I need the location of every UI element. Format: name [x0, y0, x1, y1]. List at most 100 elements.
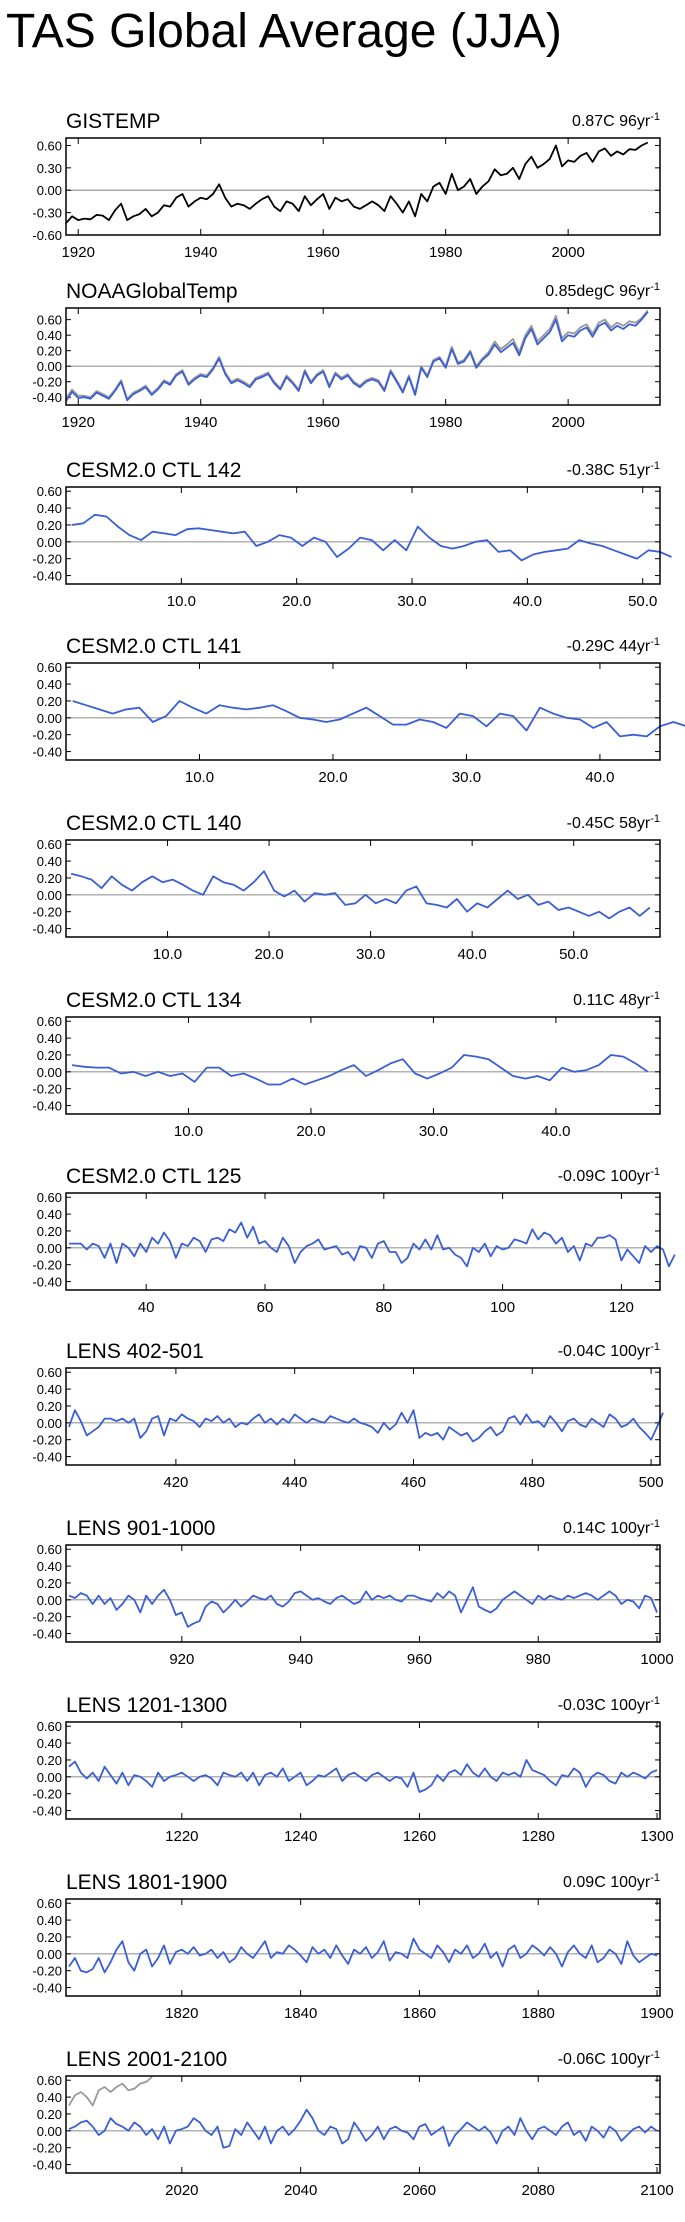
panel-title: CESM2.0 CTL 125 [66, 1165, 241, 1188]
y-tick-label: 0.20 [37, 1753, 62, 1768]
y-tick-label: 0.60 [37, 837, 62, 852]
y-tick-label: 0.20 [37, 1399, 62, 1414]
x-tick-label: 1000 [640, 1651, 673, 1668]
y-tick-label: 0.60 [37, 484, 62, 499]
trend-label: -0.06C 100yr-1 [558, 2049, 660, 2068]
plot-frame [65, 2075, 661, 2174]
x-tick-label: 1900 [640, 2005, 673, 2022]
panel-11: LENS 2001-2100 -0.06C 100yr-1 0.60 0.40 0.20… [32, 2048, 673, 2199]
panel-title: LENS 901-1000 [66, 1517, 215, 1540]
panel-9: LENS 1201-1300 -0.03C 100yr-1 0.60 0.40 0.20… [32, 1694, 673, 1845]
y-tick-label: -0.40 [32, 569, 62, 584]
series-line-0 [71, 1054, 649, 1086]
panel-title: LENS 1801-1900 [66, 1871, 227, 1894]
x-tick-label: 20.0 [254, 946, 283, 963]
y-tick-label: -0.40 [32, 922, 62, 937]
x-tick-label: 30.0 [452, 769, 481, 786]
panel-title: LENS 402-501 [66, 1340, 204, 1363]
x-tick-label: 2060 [403, 2182, 436, 2199]
y-tick-label: -0.20 [32, 375, 62, 390]
x-tick-label: 2000 [551, 414, 584, 431]
y-tick-label: -0.40 [32, 1099, 62, 1114]
trend-superscript: -1 [650, 460, 660, 472]
plot-frame [65, 1544, 661, 1643]
x-tick-label: 120 [609, 1299, 634, 1316]
x-tick-label: 60 [257, 1299, 274, 1316]
y-tick-label: -0.20 [32, 1610, 62, 1625]
plot-frame [65, 839, 661, 938]
x-tick-label: 1960 [307, 414, 340, 431]
plot-frame [65, 486, 661, 585]
plot-frame [65, 137, 661, 236]
y-tick-label: 0.20 [37, 871, 62, 886]
y-tick-label: -0.20 [32, 552, 62, 567]
x-tick-label: 920 [169, 1651, 194, 1668]
x-tick-label: 1920 [62, 244, 95, 261]
y-tick-label: 0.00 [37, 1593, 62, 1608]
page-title: TAS Global Average (JJA) [6, 5, 562, 58]
x-tick-label: 940 [288, 1651, 313, 1668]
x-tick-label: 1280 [522, 1828, 555, 1845]
x-tick-label: 1920 [62, 414, 95, 431]
trend-text: 0.11C 48yr [573, 992, 651, 1009]
trend-text: -0.06C 100yr [558, 2051, 651, 2068]
y-tick-label: 0.40 [37, 2090, 62, 2105]
panel-3: CESM2.0 CTL 141 -0.29C 44yr-1 0.60 0.40 0.20… [32, 635, 685, 786]
y-tick-label: 0.40 [37, 1207, 62, 1222]
y-tick-label: -0.40 [32, 390, 62, 405]
x-tick-label: 1880 [522, 2005, 555, 2022]
series-line-1 [65, 311, 649, 402]
x-tick-label: 40.0 [513, 593, 542, 610]
trend-superscript: -1 [650, 813, 660, 825]
y-tick-label: -0.40 [32, 2158, 62, 2173]
trend-text: 0.85degC 96yr [545, 283, 651, 300]
x-tick-label: 2100 [640, 2182, 673, 2199]
trend-label: -0.03C 100yr-1 [558, 1695, 660, 1714]
x-tick-label: 100 [490, 1299, 515, 1316]
y-tick-label: -0.60 [32, 228, 62, 243]
trend-label: -0.38C 51yr-1 [567, 460, 660, 479]
x-tick-label: 30.0 [397, 593, 426, 610]
y-tick-label: 0.00 [37, 535, 62, 550]
y-tick-label: -0.40 [32, 745, 62, 760]
y-tick-label: 0.40 [37, 328, 62, 343]
panel-title: NOAAGlobalTemp [66, 280, 238, 303]
y-tick-label: 0.40 [37, 1031, 62, 1046]
y-tick-label: 0.00 [37, 183, 62, 198]
trend-label: 0.11C 48yr-1 [573, 990, 660, 1009]
y-tick-label: 0.00 [37, 2124, 62, 2139]
trend-superscript: -1 [650, 281, 660, 293]
x-tick-label: 2020 [165, 2182, 198, 2199]
x-tick-label: 20.0 [296, 1123, 325, 1140]
trend-label: -0.29C 44yr-1 [567, 636, 660, 655]
y-tick-label: 0.20 [37, 1930, 62, 1945]
x-tick-label: 1940 [184, 414, 217, 431]
trend-superscript: -1 [650, 1518, 660, 1530]
trend-superscript: -1 [650, 1695, 660, 1707]
y-tick-label: -0.20 [32, 728, 62, 743]
x-tick-label: 50.0 [559, 946, 588, 963]
series-line-0 [68, 1409, 664, 1443]
trend-text: -0.45C 58yr [567, 815, 651, 832]
panel-2: CESM2.0 CTL 142 -0.38C 51yr-1 0.60 0.40 0.20… [32, 459, 672, 610]
y-tick-label: -0.30 [32, 206, 62, 221]
trend-label: -0.09C 100yr-1 [558, 1166, 660, 1185]
y-tick-label: 0.60 [37, 1365, 62, 1380]
y-tick-label: 0.40 [37, 854, 62, 869]
y-tick-label: 0.20 [37, 1048, 62, 1063]
panel-6: CESM2.0 CTL 125 -0.09C 100yr-1 0.60 0.40 0.2… [32, 1165, 676, 1316]
y-tick-label: -0.40 [32, 1275, 62, 1290]
trend-label: 0.85degC 96yr-1 [545, 281, 660, 300]
y-tick-label: 0.40 [37, 1913, 62, 1928]
y-tick-label: 0.40 [37, 501, 62, 516]
y-tick-label: 0.00 [37, 1416, 62, 1431]
x-tick-label: 440 [282, 1474, 307, 1491]
y-tick-label: -0.20 [32, 1787, 62, 1802]
x-tick-label: 2040 [284, 2182, 317, 2199]
x-tick-label: 80 [375, 1299, 392, 1316]
y-tick-label: 0.60 [37, 1542, 62, 1557]
plot-frame [65, 1016, 661, 1115]
panel-4: CESM2.0 CTL 140 -0.45C 58yr-1 0.60 0.40 0.20… [32, 812, 661, 963]
y-tick-label: 0.00 [37, 1241, 62, 1256]
y-tick-label: -0.20 [32, 2141, 62, 2156]
